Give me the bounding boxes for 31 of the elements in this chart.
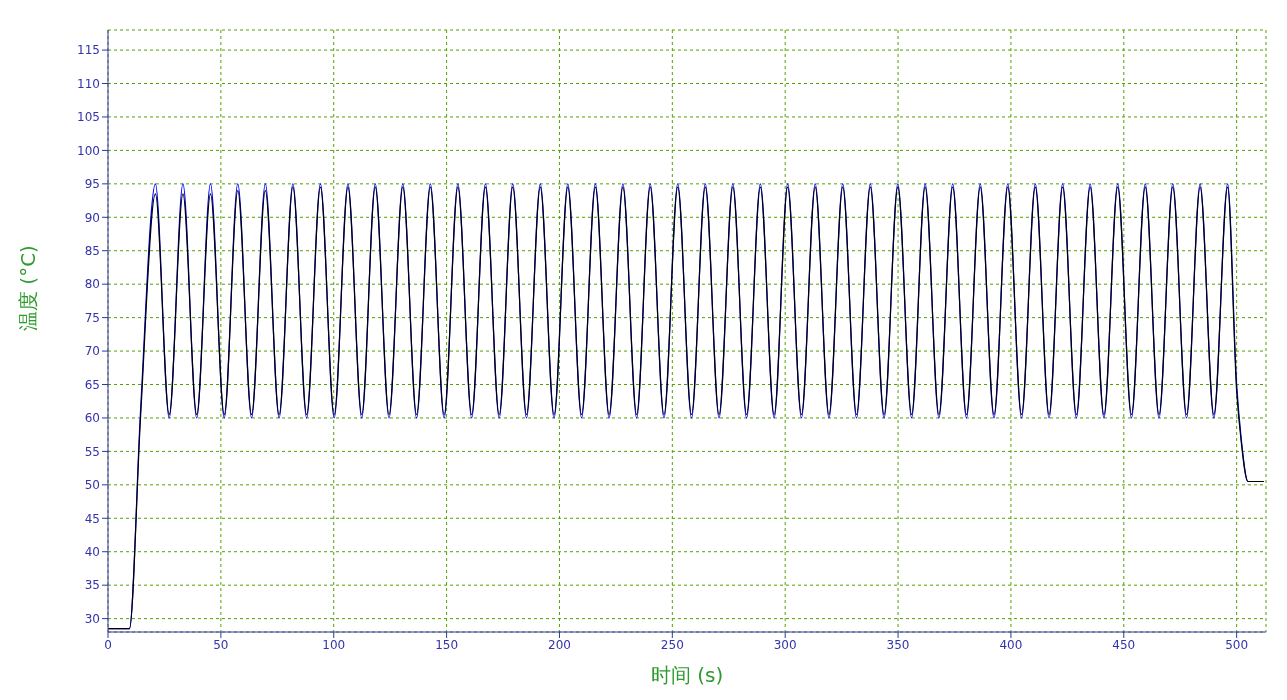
y-tick-label: 90: [84, 210, 100, 225]
x-tick-label: 150: [435, 637, 459, 652]
y-tick-label: 30: [84, 611, 100, 626]
x-tick-label: 0: [104, 637, 112, 652]
y-axis-title: 温度 (°C): [16, 245, 41, 331]
y-tick-label: 65: [84, 377, 100, 392]
x-axis-title: 时间 (s): [650, 663, 724, 687]
x-tick-label: 350: [886, 637, 910, 652]
x-tick-label: 50: [213, 637, 229, 652]
y-tick-label: 85: [84, 243, 100, 258]
x-tick-label: 250: [660, 637, 684, 652]
y-tick-label: 55: [84, 444, 100, 459]
y-tick-label: 95: [84, 177, 100, 192]
x-tick-label: 100: [322, 637, 346, 652]
y-tick-label: 105: [77, 110, 100, 125]
y-tick-label: 45: [84, 511, 100, 526]
y-tick-label: 50: [84, 478, 100, 493]
y-tick-label: 80: [84, 277, 100, 292]
y-tick-label: 60: [84, 411, 100, 426]
y-tick-label: 35: [84, 578, 100, 593]
y-tick-label: 115: [77, 43, 100, 58]
x-tick-label: 400: [999, 637, 1023, 652]
y-tick-label: 70: [84, 344, 100, 359]
x-tick-label: 500: [1225, 637, 1249, 652]
y-tick-label: 75: [84, 310, 100, 325]
x-tick-label: 450: [1112, 637, 1136, 652]
y-tick-label: 110: [77, 76, 100, 91]
x-tick-label: 200: [548, 637, 571, 652]
y-tick-label: 100: [77, 143, 100, 158]
y-tick-label: 40: [84, 544, 100, 559]
x-tick-label: 300: [773, 637, 797, 652]
